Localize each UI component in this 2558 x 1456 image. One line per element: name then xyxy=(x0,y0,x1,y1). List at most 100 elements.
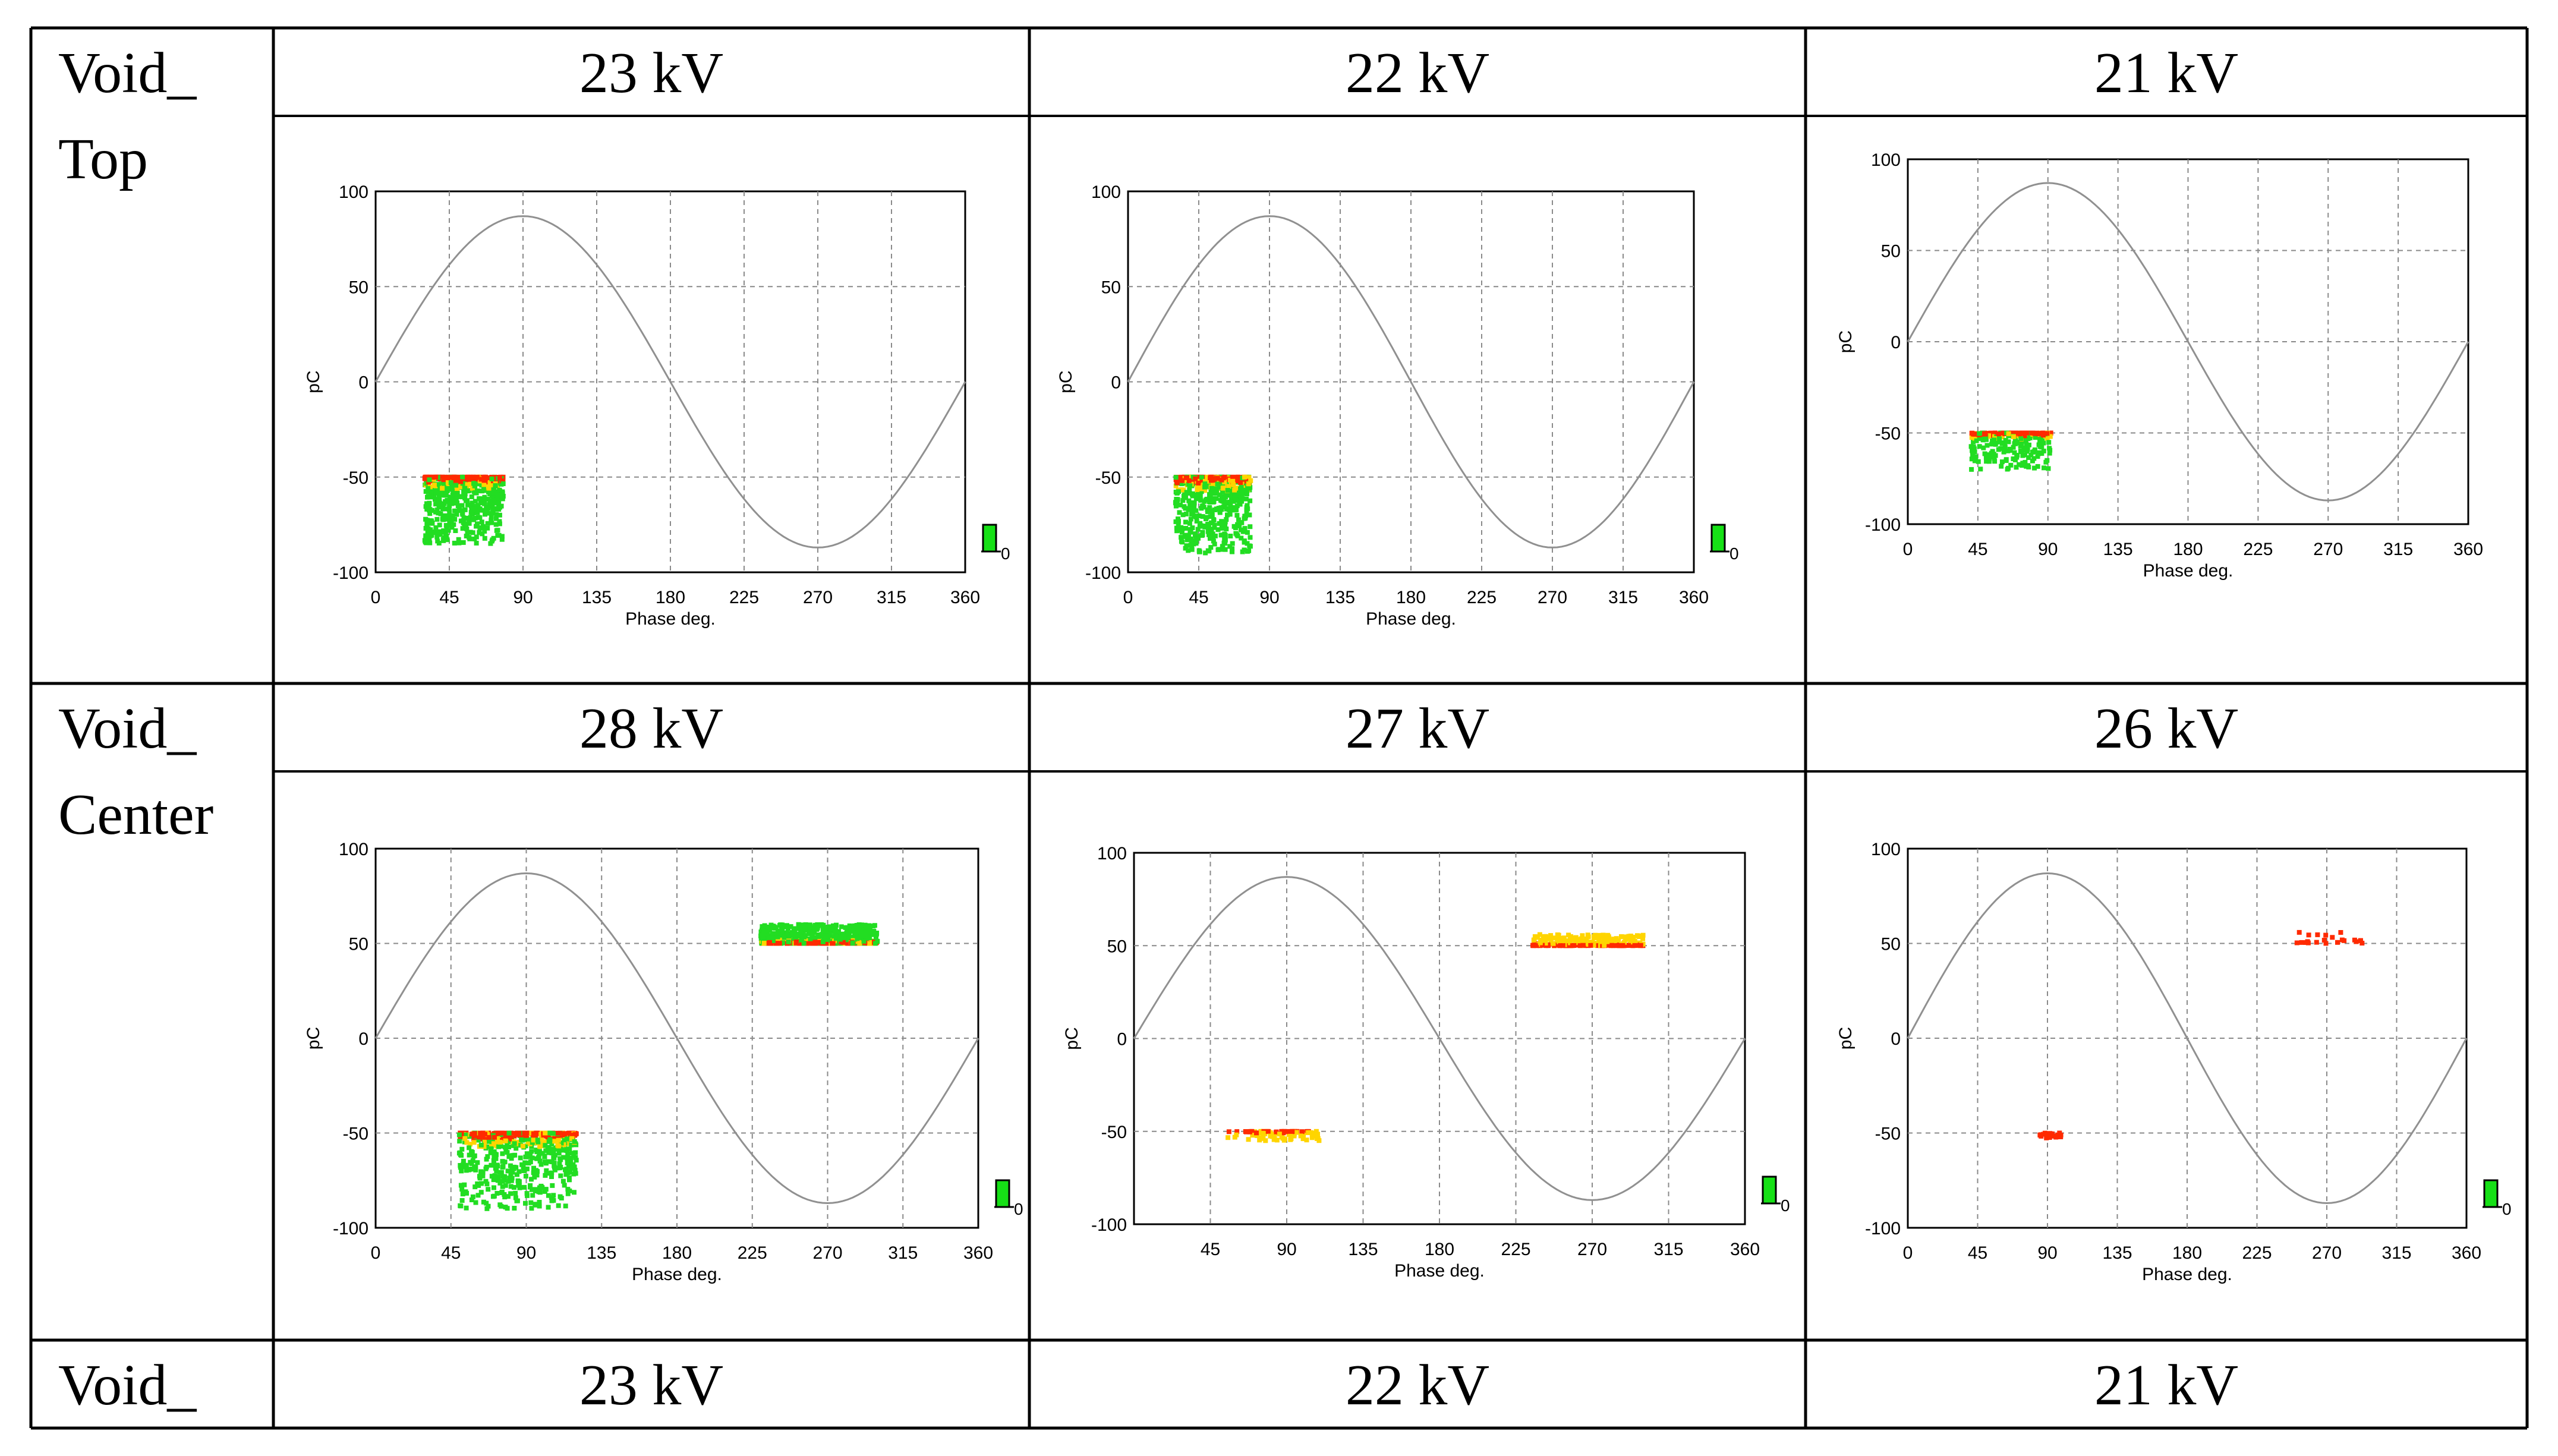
data-point xyxy=(484,1181,490,1187)
y-tick-label: -100 xyxy=(1865,1219,1901,1238)
data-point xyxy=(1598,939,1604,944)
data-point xyxy=(1206,549,1212,554)
data-point xyxy=(776,931,781,936)
data-point xyxy=(1209,508,1215,513)
data-point xyxy=(1202,481,1208,487)
data-point xyxy=(1189,512,1194,517)
data-point xyxy=(864,924,869,929)
data-point xyxy=(1239,499,1245,504)
data-point xyxy=(1239,535,1244,541)
data-point xyxy=(1199,475,1204,480)
data-point xyxy=(455,503,461,508)
data-point xyxy=(496,1174,501,1180)
data-point xyxy=(497,512,502,518)
data-point xyxy=(1221,475,1226,481)
y-tick-label: 0 xyxy=(358,373,368,393)
data-point xyxy=(470,530,475,535)
data-point xyxy=(1196,480,1201,486)
x-tick-label: 90 xyxy=(516,1243,536,1263)
data-point xyxy=(1995,439,2001,445)
data-point xyxy=(528,1152,533,1158)
data-point xyxy=(436,495,442,500)
data-point xyxy=(872,923,877,928)
y-axis-label: pC xyxy=(1056,370,1076,393)
data-point xyxy=(552,1161,557,1166)
data-point xyxy=(472,499,478,504)
data-point xyxy=(1207,505,1212,510)
data-point xyxy=(572,1139,577,1144)
data-point xyxy=(855,925,860,930)
data-point xyxy=(562,1132,567,1137)
data-point xyxy=(2024,449,2030,454)
data-point xyxy=(1227,512,1233,517)
data-point xyxy=(2001,449,2006,455)
data-point xyxy=(812,937,818,942)
data-point xyxy=(469,494,474,499)
data-point xyxy=(2342,938,2347,943)
data-point xyxy=(1187,503,1193,508)
data-point xyxy=(1970,453,1976,458)
data-point xyxy=(485,521,490,526)
data-point xyxy=(2046,440,2052,445)
data-point xyxy=(1985,454,1990,459)
data-point xyxy=(2025,436,2031,442)
data-point xyxy=(1218,532,1224,538)
data-point xyxy=(761,935,766,940)
data-point xyxy=(433,509,438,515)
data-point xyxy=(456,1132,462,1137)
y-tick-label: -50 xyxy=(1095,468,1121,488)
y-tick-label: 100 xyxy=(339,182,368,202)
data-point xyxy=(531,1170,536,1175)
data-point xyxy=(1232,487,1237,493)
data-point xyxy=(1234,513,1240,518)
data-point xyxy=(1244,496,1249,502)
data-point xyxy=(426,505,431,510)
data-point xyxy=(464,1163,469,1168)
data-point xyxy=(468,1142,473,1147)
x-tick-label: 180 xyxy=(2173,540,2203,559)
data-point xyxy=(1202,499,1207,504)
data-point xyxy=(485,1132,490,1137)
data-point xyxy=(555,1134,560,1140)
data-point xyxy=(1223,494,1228,500)
data-point xyxy=(445,480,451,486)
data-point xyxy=(1238,490,1243,496)
data-point xyxy=(524,1133,529,1138)
data-point xyxy=(500,1159,505,1164)
data-point xyxy=(430,530,435,535)
x-tick-label: 0 xyxy=(1903,540,1913,559)
data-point xyxy=(543,1140,547,1145)
data-point xyxy=(860,931,865,936)
data-point xyxy=(570,1151,575,1156)
x-tick-label: 225 xyxy=(1467,588,1497,607)
data-point xyxy=(855,937,860,942)
data-point xyxy=(1620,943,1625,948)
data-point xyxy=(461,515,467,521)
data-point xyxy=(1609,939,1614,944)
data-point xyxy=(1595,943,1600,948)
data-point xyxy=(1212,533,1218,538)
data-point xyxy=(1181,493,1186,499)
data-point xyxy=(489,503,494,508)
data-point xyxy=(512,1141,517,1146)
data-point xyxy=(484,1206,490,1211)
y-tick-label: 50 xyxy=(1107,937,1127,956)
data-point xyxy=(1177,475,1183,480)
data-point xyxy=(547,1130,553,1136)
data-point xyxy=(2027,442,2031,447)
data-point xyxy=(800,922,805,928)
data-point xyxy=(1211,499,1217,504)
data-point xyxy=(1551,941,1556,946)
y-tick-label: 50 xyxy=(349,278,368,297)
data-point xyxy=(483,1132,487,1137)
data-point xyxy=(491,1141,496,1146)
data-point xyxy=(574,1158,579,1163)
data-point xyxy=(462,486,468,491)
data-point xyxy=(427,477,432,483)
y-tick-label: -100 xyxy=(333,1219,368,1238)
data-point xyxy=(495,532,500,538)
data-point xyxy=(478,481,484,486)
data-point xyxy=(1602,939,1607,944)
data-point xyxy=(1976,431,1981,436)
